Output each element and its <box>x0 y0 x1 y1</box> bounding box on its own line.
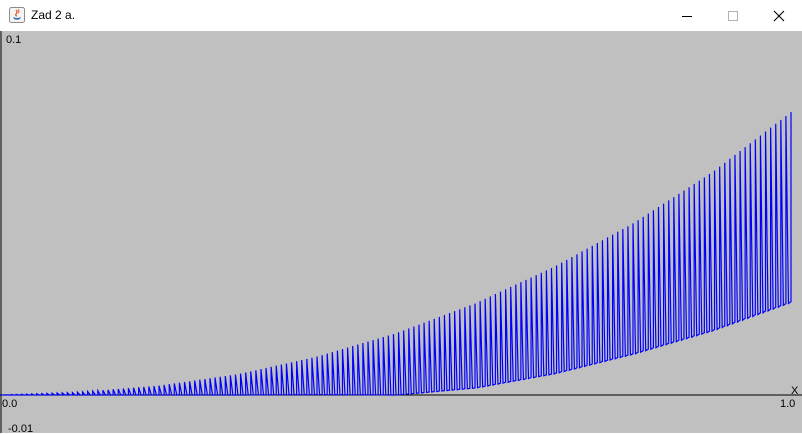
x-axis-label: X <box>791 385 799 397</box>
title-bar: Zad 2 a. <box>0 0 802 31</box>
window-title: Zad 2 a. <box>31 8 76 22</box>
close-button[interactable] <box>756 0 802 31</box>
close-icon <box>773 10 785 22</box>
plot-area: 0.1 X 0.0 1.0 -0.01 <box>0 31 802 435</box>
java-icon <box>9 7 25 23</box>
signal-line <box>1 112 792 396</box>
y-min-label: -0.01 <box>8 423 34 435</box>
minimize-icon <box>681 10 693 22</box>
x-min-label: 0.0 <box>2 398 18 410</box>
minimize-button[interactable] <box>664 0 710 31</box>
maximize-button[interactable] <box>710 0 756 31</box>
maximize-icon <box>727 10 739 22</box>
x-max-label: 1.0 <box>780 398 796 410</box>
y-max-label: 0.1 <box>6 34 22 46</box>
chart <box>0 31 802 433</box>
